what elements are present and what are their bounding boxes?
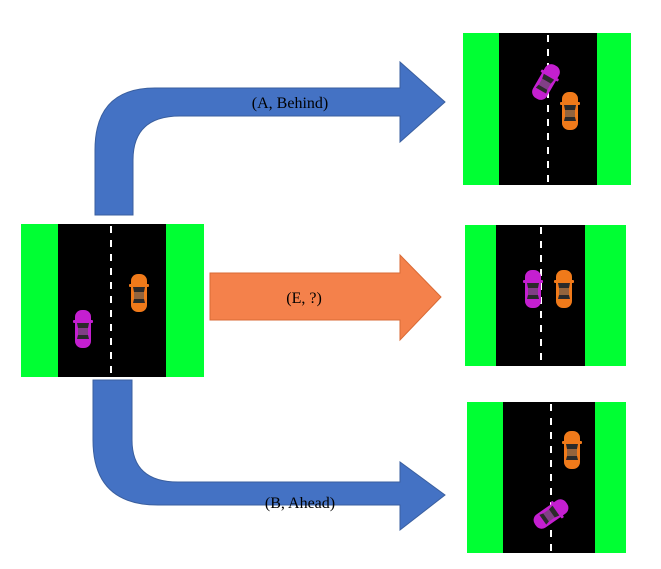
purple-car-icon <box>523 270 543 308</box>
top-arrow <box>94 60 446 216</box>
orange-car-icon <box>562 431 582 469</box>
scene-initial <box>21 224 204 377</box>
orange-car-icon <box>129 274 149 312</box>
bottom-arrow <box>92 379 446 532</box>
scene-after-b <box>467 402 626 553</box>
orange-car-icon <box>554 270 574 308</box>
top-arrow-label: (A, Behind) <box>252 95 328 112</box>
purple-car-icon <box>73 310 93 348</box>
middle-arrow <box>209 253 442 342</box>
road <box>503 402 595 553</box>
scene-after-e <box>465 225 626 366</box>
orange-car-icon <box>560 92 580 130</box>
bottom-arrow-label: (B, Ahead) <box>265 495 335 512</box>
middle-arrow-label: (E, ?) <box>286 290 322 307</box>
scene-after-a <box>463 33 631 185</box>
